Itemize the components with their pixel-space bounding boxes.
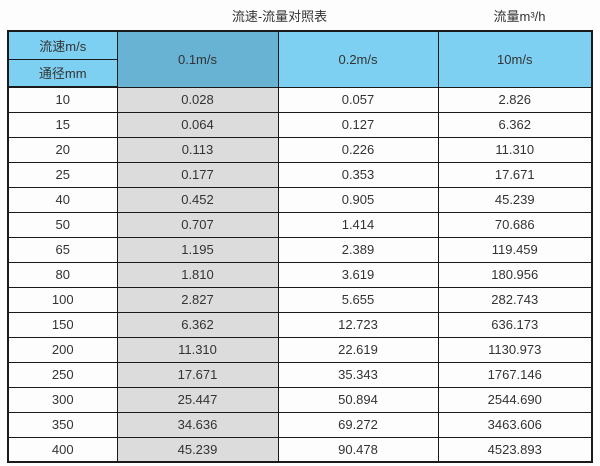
value-cell: 0.226	[277, 136, 439, 163]
diameter-cell: 200	[7, 336, 118, 363]
value-cell: 0.707	[116, 211, 279, 238]
value-cell: 1.810	[116, 261, 279, 288]
value-cell: 1130.973	[437, 336, 593, 363]
diameter-cell: 15	[7, 111, 118, 138]
value-cell: 119.459	[437, 236, 593, 263]
value-cell: 2.826	[437, 86, 593, 113]
value-cell: 0.028	[116, 86, 279, 113]
table-row: 150 6.362 12.723 636.173	[7, 311, 593, 338]
value-cell: 0.057	[277, 86, 439, 113]
diameter-cell: 50	[7, 211, 118, 238]
table-row: 25 0.177 0.353 17.671	[7, 161, 593, 188]
value-cell: 70.686	[437, 211, 593, 238]
value-cell: 0.127	[277, 111, 439, 138]
value-cell: 0.177	[116, 161, 279, 188]
header-diameter-label: 通径mm	[7, 58, 118, 88]
diameter-cell: 350	[7, 411, 118, 438]
value-cell: 4523.893	[437, 436, 593, 463]
value-cell: 12.723	[277, 311, 439, 338]
titlebar: 流速-流量对照表 流量m³/h	[0, 0, 600, 30]
value-cell: 35.343	[277, 361, 439, 388]
header-col-0.2ms: 0.2m/s	[277, 30, 439, 88]
table-row: 20 0.113 0.226 11.310	[7, 136, 593, 163]
value-cell: 0.353	[277, 161, 439, 188]
page-title: 流速-流量对照表	[231, 8, 328, 24]
value-cell: 45.239	[116, 436, 279, 463]
table-header: 流速m/s 0.1m/s 0.2m/s 10m/s 通径mm	[7, 30, 593, 88]
value-cell: 2.389	[277, 236, 439, 263]
diameter-cell: 65	[7, 236, 118, 263]
diameter-cell: 100	[7, 286, 118, 313]
flow-unit-label: 流量m³/h	[493, 8, 546, 24]
value-cell: 6.362	[116, 311, 279, 338]
diameter-cell: 150	[7, 311, 118, 338]
table-row: 50 0.707 1.414 70.686	[7, 211, 593, 238]
flow-rate-table: 流速m/s 0.1m/s 0.2m/s 10m/s 通径mm 10 0.028 0.…	[7, 30, 593, 463]
value-cell: 1.195	[116, 236, 279, 263]
diameter-cell: 10	[7, 86, 118, 113]
value-cell: 1767.146	[437, 361, 593, 388]
header-col-10ms: 10m/s	[437, 30, 593, 88]
table-row: 10 0.028 0.057 2.826	[7, 86, 593, 113]
table-row: 40 0.452 0.905 45.239	[7, 186, 593, 213]
value-cell: 1.414	[277, 211, 439, 238]
value-cell: 22.619	[277, 336, 439, 363]
table-row: 200 11.310 22.619 1130.973	[7, 336, 593, 363]
table-row: 100 2.827 5.655 282.743	[7, 286, 593, 313]
header-velocity-label: 流速m/s	[7, 30, 118, 60]
value-cell: 45.239	[437, 186, 593, 213]
value-cell: 34.636	[116, 411, 279, 438]
value-cell: 0.905	[277, 186, 439, 213]
value-cell: 11.310	[437, 136, 593, 163]
table-row: 300 25.447 50.894 2544.690	[7, 386, 593, 413]
value-cell: 11.310	[116, 336, 279, 363]
diameter-cell: 40	[7, 186, 118, 213]
table-row: 15 0.064 0.127 6.362	[7, 111, 593, 138]
table-row: 350 34.636 69.272 3463.606	[7, 411, 593, 438]
diameter-cell: 300	[7, 386, 118, 413]
value-cell: 180.956	[437, 261, 593, 288]
value-cell: 25.447	[116, 386, 279, 413]
diameter-cell: 250	[7, 361, 118, 388]
value-cell: 17.671	[437, 161, 593, 188]
value-cell: 69.272	[277, 411, 439, 438]
value-cell: 0.064	[116, 111, 279, 138]
value-cell: 282.743	[437, 286, 593, 313]
value-cell: 90.478	[277, 436, 439, 463]
value-cell: 50.894	[277, 386, 439, 413]
value-cell: 6.362	[437, 111, 593, 138]
value-cell: 0.113	[116, 136, 279, 163]
table-body: 10 0.028 0.057 2.826 15 0.064 0.127 6.362 20 0.11…	[7, 86, 593, 463]
value-cell: 0.452	[116, 186, 279, 213]
table-row: 250 17.671 35.343 1767.146	[7, 361, 593, 388]
value-cell: 3.619	[277, 261, 439, 288]
diameter-cell: 400	[7, 436, 118, 463]
header-col-0.1ms: 0.1m/s	[116, 30, 279, 88]
table-row: 65 1.195 2.389 119.459	[7, 236, 593, 263]
table-row: 80 1.810 3.619 180.956	[7, 261, 593, 288]
table-row: 400 45.239 90.478 4523.893	[7, 436, 593, 463]
value-cell: 5.655	[277, 286, 439, 313]
value-cell: 2544.690	[437, 386, 593, 413]
value-cell: 636.173	[437, 311, 593, 338]
diameter-cell: 25	[7, 161, 118, 188]
diameter-cell: 80	[7, 261, 118, 288]
diameter-cell: 20	[7, 136, 118, 163]
value-cell: 17.671	[116, 361, 279, 388]
value-cell: 2.827	[116, 286, 279, 313]
value-cell: 3463.606	[437, 411, 593, 438]
